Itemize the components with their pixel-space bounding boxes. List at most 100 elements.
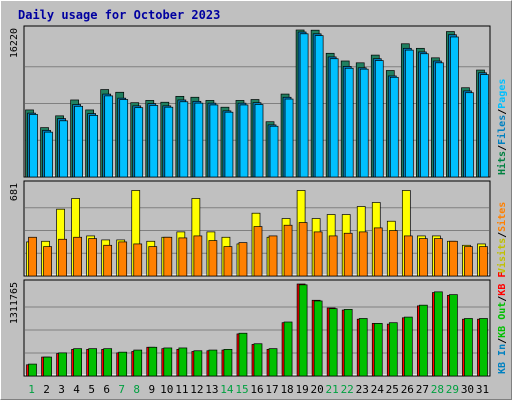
x-tick-label: 15 bbox=[235, 383, 248, 396]
legend-separator: / bbox=[497, 145, 508, 151]
bar-requests-pages bbox=[119, 99, 129, 178]
x-tick-label: 30 bbox=[461, 383, 474, 396]
bar-kbytes-kb-out bbox=[358, 318, 368, 377]
panel-kbytes-max-label: 1311765 bbox=[9, 282, 20, 324]
legend-kb-in: KB In bbox=[497, 344, 508, 374]
bar-kbytes-kb-out bbox=[283, 321, 293, 377]
x-tick-label: 31 bbox=[476, 383, 489, 396]
bar-kbytes-kb-out bbox=[388, 322, 398, 377]
bar-kbytes-kb-out bbox=[58, 352, 67, 377]
bar-kbytes-kb-out bbox=[178, 347, 188, 377]
bar-kbytes-kb-out bbox=[28, 363, 37, 377]
bar-visits-sites bbox=[238, 242, 248, 277]
bar-requests-pages bbox=[420, 53, 429, 178]
bar-requests-pages bbox=[374, 60, 384, 178]
x-tick-label: 28 bbox=[431, 383, 444, 396]
x-tick-label: 10 bbox=[160, 383, 173, 396]
bar-visits-sites bbox=[118, 241, 128, 277]
bar-visits-sites bbox=[449, 240, 458, 277]
bar-kbytes-kb-out bbox=[43, 356, 52, 377]
bar-requests-pages bbox=[44, 131, 53, 178]
legend-kb-out: KB Out bbox=[497, 302, 508, 338]
legend-separator: / bbox=[497, 338, 508, 344]
x-tick-label: 12 bbox=[190, 383, 203, 396]
bar-requests-pages bbox=[74, 105, 83, 178]
legend-sites: Sites bbox=[496, 202, 508, 232]
x-tick-label: 4 bbox=[73, 383, 80, 396]
bar-requests-pages bbox=[329, 58, 339, 178]
legend-kb-f: KB F bbox=[497, 272, 508, 296]
bar-kbytes-kb-out bbox=[103, 348, 113, 377]
x-tick-label: 23 bbox=[356, 383, 369, 396]
bar-visits-sites bbox=[373, 227, 383, 277]
x-tick-label: 17 bbox=[265, 383, 278, 396]
bar-requests-pages bbox=[404, 49, 414, 178]
bar-visits-sites bbox=[148, 246, 158, 277]
bar-requests-pages bbox=[224, 111, 234, 178]
bar-visits-sites bbox=[419, 238, 428, 277]
bar-kbytes-kb-out bbox=[163, 347, 173, 377]
bar-requests-pages bbox=[104, 95, 114, 178]
bar-kbytes-kb-out bbox=[449, 294, 458, 377]
x-tick-label: 20 bbox=[311, 383, 324, 396]
panel-requests-legend: Hits/Files/Pages bbox=[496, 79, 508, 175]
x-tick-label: 27 bbox=[416, 383, 429, 396]
bar-visits-sites bbox=[479, 246, 488, 277]
bar-kbytes-kb-out bbox=[148, 346, 158, 377]
legend-pages: Pages bbox=[497, 79, 508, 109]
bar-visits-sites bbox=[88, 238, 97, 277]
bar-kbytes-kb-out bbox=[133, 349, 143, 377]
x-tick-label: 6 bbox=[103, 383, 110, 396]
legend-separator: / bbox=[497, 232, 508, 238]
bar-requests-pages bbox=[389, 76, 399, 178]
x-tick-label: 29 bbox=[446, 383, 459, 396]
bar-requests-pages bbox=[299, 33, 309, 178]
bar-kbytes-kb-out bbox=[118, 351, 128, 377]
bar-visits-sites bbox=[73, 236, 82, 277]
legend-separator: / bbox=[497, 109, 508, 115]
bar-requests-pages bbox=[359, 68, 369, 178]
panel-requests-max-label: 16220 bbox=[9, 28, 20, 58]
x-tick-label: 2 bbox=[43, 383, 50, 396]
x-tick-label: 8 bbox=[133, 383, 140, 396]
x-tick-label: 19 bbox=[295, 383, 308, 396]
bar-kbytes-kb-out bbox=[88, 348, 97, 377]
bar-visits-sites bbox=[464, 246, 473, 277]
bar-kbytes-kb-out bbox=[419, 304, 428, 377]
x-tick-label: 14 bbox=[220, 383, 234, 396]
bar-kbytes-kb-out bbox=[328, 308, 338, 377]
bar-requests-pages bbox=[435, 62, 444, 178]
bar-requests-pages bbox=[480, 74, 489, 178]
bar-visits-sites bbox=[193, 235, 203, 277]
bar-kbytes-kb-out bbox=[73, 348, 82, 377]
bar-visits-sites bbox=[208, 240, 218, 277]
bar-kbytes-kb-out bbox=[208, 349, 218, 377]
x-tick-label: 1 bbox=[28, 383, 35, 396]
bar-kbytes-kb-out bbox=[479, 318, 488, 377]
x-tick-label: 11 bbox=[175, 383, 188, 396]
bar-visits-sites bbox=[343, 232, 353, 277]
bar-visits-sites bbox=[133, 243, 143, 277]
x-tick-label: 21 bbox=[326, 383, 339, 396]
x-tick-label: 24 bbox=[371, 383, 385, 396]
legend-separator: / bbox=[497, 296, 508, 302]
bar-visits-sites bbox=[103, 244, 113, 277]
legend-hits: Hits bbox=[496, 151, 508, 175]
x-tick-label: 18 bbox=[280, 383, 293, 396]
bar-requests-pages bbox=[344, 67, 354, 178]
x-tick-label: 13 bbox=[205, 383, 218, 396]
bar-kbytes-kb-out bbox=[238, 332, 248, 377]
bar-kbytes-kb-out bbox=[434, 291, 443, 377]
x-tick-label: 26 bbox=[401, 383, 414, 396]
x-tick-label: 9 bbox=[148, 383, 155, 396]
bar-requests-pages bbox=[164, 106, 174, 178]
bar-visits-sites bbox=[178, 237, 188, 277]
bar-requests-pages bbox=[29, 114, 38, 178]
bar-kbytes-kb-out bbox=[253, 343, 263, 377]
bar-kbytes-kb-out bbox=[373, 323, 383, 377]
legend-files: Files bbox=[496, 115, 508, 145]
bar-visits-sites bbox=[313, 231, 323, 277]
bar-visits-sites bbox=[328, 235, 338, 277]
bar-kbytes-kb-out bbox=[268, 348, 278, 377]
